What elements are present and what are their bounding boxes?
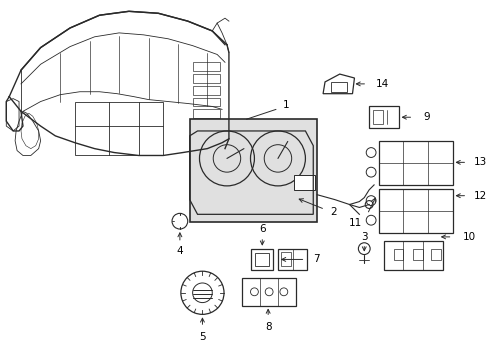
Text: 11: 11 bbox=[348, 218, 362, 228]
Text: 2: 2 bbox=[329, 207, 336, 217]
Text: 6: 6 bbox=[259, 224, 265, 234]
Bar bbox=[368, 107, 398, 128]
Bar bbox=[280, 252, 290, 266]
Text: 4: 4 bbox=[176, 246, 183, 256]
Bar bbox=[192, 109, 220, 118]
Bar bbox=[255, 253, 268, 266]
Text: 8: 8 bbox=[264, 322, 271, 332]
Text: 14: 14 bbox=[375, 79, 388, 89]
Bar bbox=[192, 121, 220, 130]
Text: 3: 3 bbox=[360, 232, 367, 242]
Text: 7: 7 bbox=[313, 255, 319, 265]
Bar bbox=[277, 249, 307, 270]
Text: 10: 10 bbox=[461, 232, 474, 242]
Bar bbox=[372, 111, 382, 124]
Bar bbox=[192, 62, 220, 71]
Bar bbox=[293, 175, 315, 190]
Bar bbox=[412, 249, 422, 260]
Text: 5: 5 bbox=[199, 332, 205, 342]
Bar bbox=[330, 82, 346, 92]
Bar bbox=[192, 86, 220, 95]
Text: 1: 1 bbox=[282, 100, 289, 111]
Bar bbox=[383, 241, 442, 270]
Text: 13: 13 bbox=[473, 157, 487, 167]
Bar bbox=[192, 74, 220, 83]
Bar bbox=[189, 119, 317, 222]
Bar bbox=[241, 278, 295, 306]
Text: 12: 12 bbox=[473, 191, 487, 201]
Bar bbox=[378, 189, 451, 233]
Bar bbox=[393, 249, 403, 260]
Bar bbox=[378, 141, 451, 185]
Bar bbox=[430, 249, 440, 260]
Bar bbox=[192, 98, 220, 107]
Bar bbox=[251, 249, 272, 270]
Text: 9: 9 bbox=[422, 112, 429, 122]
